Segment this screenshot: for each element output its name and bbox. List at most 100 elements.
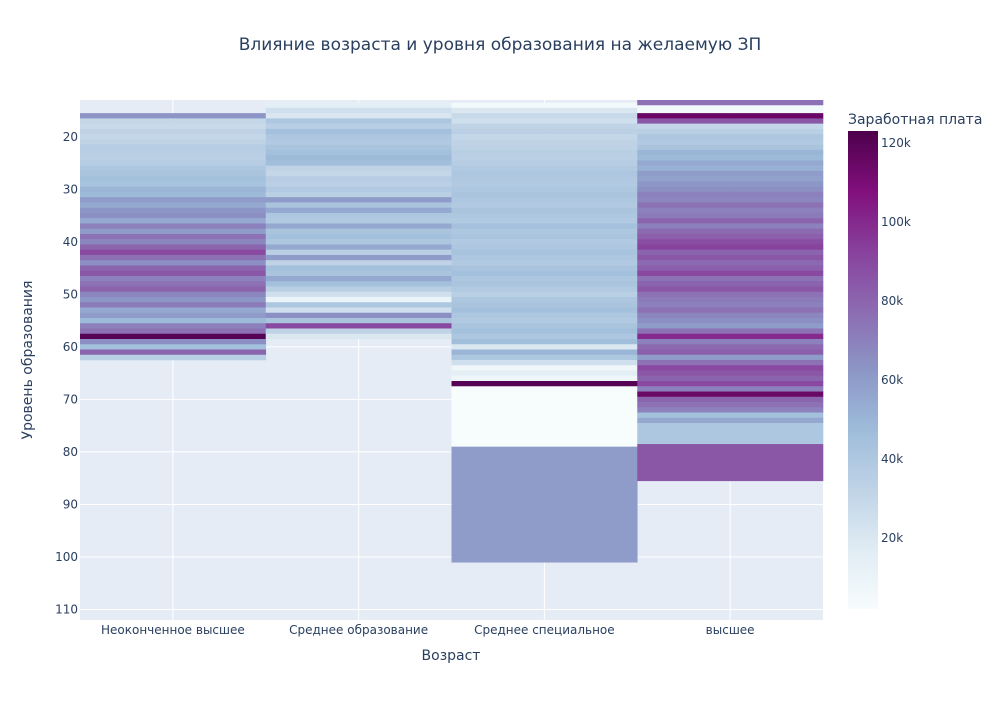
heatmap-cell [265, 244, 452, 250]
heatmap-cell [451, 170, 638, 177]
heatmap-cell [265, 160, 452, 166]
heatmap-cell [265, 291, 452, 298]
heatmap-cell [451, 144, 638, 151]
heatmap-cell [265, 155, 452, 161]
heatmap-cell [451, 291, 638, 298]
heatmap-cell [637, 286, 824, 293]
heatmap-cell [451, 317, 638, 324]
heatmap-cell [637, 123, 824, 130]
heatmap-cell [637, 170, 824, 177]
heatmap-cell [637, 186, 824, 193]
heatmap-cell [451, 354, 638, 361]
heatmap-cell [451, 149, 638, 156]
heatmap-cell [80, 118, 267, 124]
colorbar-ticks: 20k 40k 60k 80k 100k 120k [881, 136, 911, 545]
y-tick-label: 60 [63, 340, 78, 354]
heatmap-cell [451, 386, 638, 447]
heatmap-cell [265, 286, 452, 293]
heatmap-cell [80, 244, 267, 250]
colorbar-tick-label: 20k [881, 531, 903, 545]
heatmap-cell [80, 260, 267, 266]
x-axis-ticks: Неоконченное высшее Среднее образование Ср… [101, 623, 755, 637]
heatmap-cell [637, 275, 824, 282]
heatmap-cell [80, 338, 267, 345]
heatmap-cell [451, 381, 638, 387]
heatmap-cell [637, 365, 824, 371]
x-tick-label: высшее [706, 623, 755, 637]
heatmap-cell [451, 113, 638, 119]
heatmap-cell [451, 244, 638, 250]
heatmap-cell [80, 323, 267, 329]
y-tick-label: 70 [63, 392, 78, 406]
heatmap-cell [265, 149, 452, 156]
heatmap-cell [637, 155, 824, 161]
y-tick-label: 80 [63, 445, 78, 459]
heatmap-cell [265, 170, 452, 177]
heatmap-cell [637, 386, 824, 392]
heatmap-cell [637, 323, 824, 329]
heatmap-cell [451, 360, 638, 366]
y-tick-label: 20 [63, 130, 78, 144]
heatmap-cell [80, 296, 267, 303]
heatmap-cell [265, 176, 452, 182]
heatmap-cell [451, 155, 638, 161]
heatmap-cell [80, 160, 267, 166]
heatmap-cell [637, 105, 824, 114]
x-tick-label: Среднее образование [289, 623, 428, 637]
heatmap-cell [80, 223, 267, 229]
heatmap-cell [80, 197, 267, 203]
heatmap-cell [265, 134, 452, 140]
heatmap-cell [451, 349, 638, 356]
heatmap-cell [265, 186, 452, 193]
heatmap-cell [637, 338, 824, 345]
heatmap-cell [451, 212, 638, 219]
heatmap-cell [80, 170, 267, 177]
heatmap-cell [80, 149, 267, 156]
heatmap-cell [80, 307, 267, 314]
heatmap-cell [265, 118, 452, 124]
x-axis-title: Возраст [422, 648, 481, 664]
heatmap-cell [451, 302, 638, 308]
heatmap-cell [265, 281, 452, 287]
heatmap-cell [637, 218, 824, 224]
colorbar [848, 131, 878, 609]
heatmap-cell [265, 123, 452, 130]
heatmap-cell [451, 307, 638, 314]
heatmap-cell [265, 302, 452, 308]
heatmap-cell [451, 265, 638, 272]
heatmap-cell [637, 165, 824, 172]
heatmap-cell [265, 197, 452, 203]
heatmap-cell [637, 181, 824, 187]
heatmap-cell [637, 375, 824, 382]
heatmap-cell [451, 254, 638, 261]
heatmap-cell [265, 333, 452, 340]
heatmap-cell [451, 223, 638, 229]
heatmap-cell [265, 128, 452, 135]
heatmap-cell [451, 375, 638, 382]
heatmap-cell [265, 265, 452, 272]
heatmap-cell [637, 228, 824, 235]
heatmap-cell [637, 312, 824, 319]
heatmap-cell [637, 396, 824, 403]
heatmap-cell [80, 265, 267, 272]
heatmap-cell [80, 302, 267, 308]
heatmap-cell [80, 218, 267, 224]
heatmap-cell [451, 123, 638, 130]
heatmap-cell [637, 191, 824, 198]
colorbar-tick-label: 60k [881, 373, 903, 387]
heatmap-cell [637, 207, 824, 214]
heatmap-cell [265, 207, 452, 214]
heatmap-cell [265, 260, 452, 266]
heatmap-cell [451, 107, 638, 114]
heatmap-cell [637, 412, 824, 419]
heatmap-cell [80, 155, 267, 161]
colorbar-tick-label: 40k [881, 452, 903, 466]
heatmap-cells [80, 100, 824, 563]
heatmap-cell [265, 323, 452, 329]
heatmap-cell [265, 317, 452, 324]
heatmap-cell [451, 328, 638, 335]
heatmap-cell [637, 344, 824, 350]
heatmap-cell [451, 239, 638, 245]
heatmap-cell [265, 228, 452, 235]
